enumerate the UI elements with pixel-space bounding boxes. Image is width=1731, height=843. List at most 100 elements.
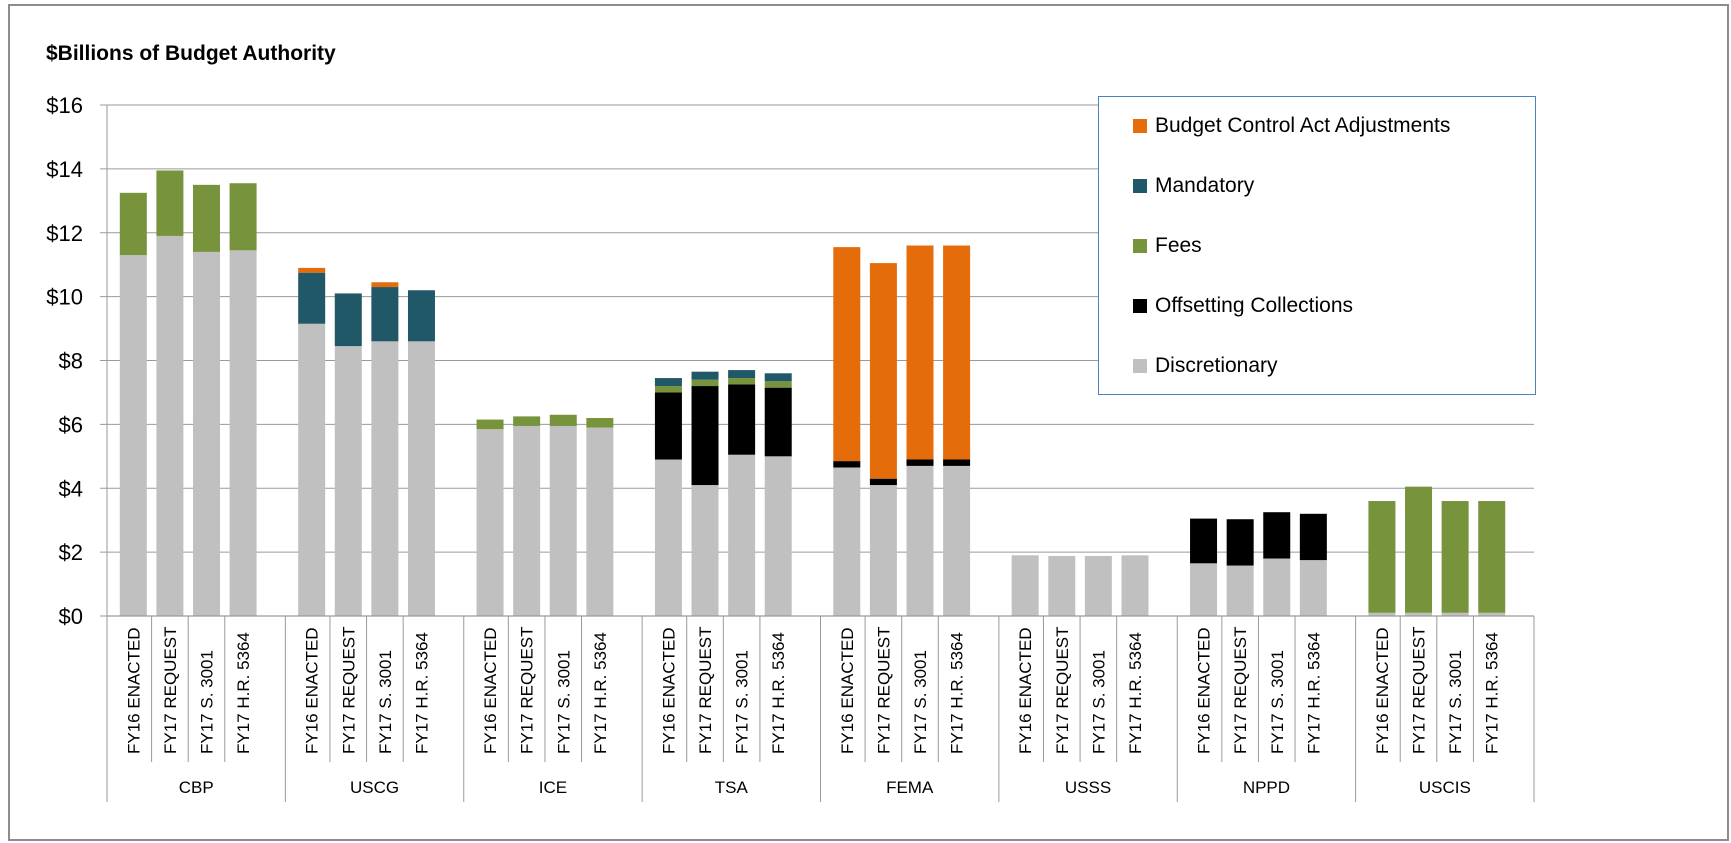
bar-segment-discretionary — [764, 456, 792, 616]
bar-segment-budget-control-act-adjustments — [943, 245, 971, 460]
legend-item: Fees — [1133, 231, 1202, 261]
bar-segment-fees — [1368, 501, 1396, 613]
x-tick-label: FY16 ENACTED — [1016, 627, 1035, 754]
bar-segment-discretionary — [1441, 612, 1469, 616]
x-tick-label: FY17 REQUEST — [1231, 626, 1250, 754]
bar-segment-discretionary — [654, 459, 682, 616]
x-tick-label: FY17 REQUEST — [161, 626, 180, 754]
x-tick-label: FY17 REQUEST — [1053, 626, 1072, 754]
bar-segment-mandatory — [334, 293, 362, 347]
bar-segment-offsetting-collections — [943, 459, 971, 466]
group-label: CBP — [179, 778, 214, 797]
bar-segment-discretionary — [298, 323, 326, 616]
bar-segment-mandatory — [371, 287, 399, 342]
bar-segment-discretionary — [943, 465, 971, 616]
group-label: USCG — [350, 778, 399, 797]
bar-segment-discretionary — [156, 235, 184, 616]
bar-segment-discretionary — [193, 251, 220, 616]
legend-swatch — [1133, 179, 1147, 193]
bar-segment-offsetting-collections — [906, 459, 934, 466]
y-tick-label: $0 — [59, 604, 83, 629]
x-tick-label: FY17 H.R. 5364 — [591, 632, 610, 754]
x-tick-label: FY17 S. 3001 — [1089, 650, 1108, 754]
x-tick-label: FY16 ENACTED — [481, 627, 500, 754]
bar-segment-offsetting-collections — [764, 387, 792, 457]
x-tick-label: FY17 REQUEST — [1410, 626, 1429, 754]
x-tick-label: FY16 ENACTED — [1195, 627, 1214, 754]
bar-segment-offsetting-collections — [1299, 513, 1327, 561]
bar-segment-discretionary — [1226, 565, 1254, 616]
group-label: TSA — [715, 778, 749, 797]
bar-segment-discretionary — [728, 454, 756, 616]
bar-segment-fees — [691, 379, 719, 387]
x-tick-label: FY17 S. 3001 — [911, 650, 930, 754]
bar-segment-discretionary — [1368, 612, 1396, 616]
bar-segment-fees — [1405, 486, 1433, 613]
bar-segment-budget-control-act-adjustments — [371, 282, 399, 288]
bar-segment-discretionary — [586, 427, 614, 616]
x-tick-label: FY17 H.R. 5364 — [769, 632, 788, 754]
x-tick-label: FY17 S. 3001 — [1268, 650, 1287, 754]
bar-segment-fees — [193, 184, 220, 252]
y-tick-label: $2 — [59, 540, 83, 565]
legend-item: Discretionary — [1133, 351, 1278, 381]
bar-segment-fees — [549, 414, 577, 426]
x-tick-label: FY16 ENACTED — [838, 627, 857, 754]
x-tick-label: FY17 S. 3001 — [554, 650, 573, 754]
bar-segment-fees — [156, 170, 184, 236]
x-tick-label: FY17 S. 3001 — [1446, 650, 1465, 754]
bar-segment-discretionary — [549, 425, 577, 616]
group-label: FEMA — [886, 778, 934, 797]
bar-segment-fees — [1478, 501, 1506, 613]
y-axis-ticks: $0 $2 $4 $6 $8 $10 $12 $14 $16 — [46, 93, 83, 629]
x-tick-label: FY17 H.R. 5364 — [1304, 632, 1323, 754]
bar-segment-mandatory — [407, 290, 435, 342]
legend-swatch — [1133, 239, 1147, 253]
group-label: USSS — [1065, 778, 1111, 797]
bar-segment-fees — [513, 416, 541, 426]
bar-segment-discretionary — [1263, 558, 1291, 616]
legend-swatch — [1133, 119, 1147, 133]
bar-segment-mandatory — [654, 378, 682, 387]
bar-segment-mandatory — [691, 371, 719, 380]
y-tick-label: $4 — [59, 476, 83, 501]
x-tick-label: FY17 H.R. 5364 — [1126, 632, 1145, 754]
bar-segment-offsetting-collections — [691, 386, 719, 486]
bar-segment-fees — [229, 183, 257, 251]
x-tick-label: FY17 REQUEST — [518, 626, 537, 754]
bar-segment-discretionary — [906, 465, 934, 616]
bar-segment-mandatory — [728, 370, 756, 379]
bar-segment-discretionary — [1405, 612, 1433, 616]
bar-segment-discretionary — [229, 250, 257, 617]
legend-label: Offsetting Collections — [1155, 294, 1354, 317]
bar-segment-fees — [1441, 501, 1469, 613]
group-label: USCIS — [1419, 778, 1471, 797]
bar-segment-budget-control-act-adjustments — [833, 247, 861, 462]
x-tick-label: FY17 REQUEST — [339, 626, 358, 754]
legend-label: Fees — [1155, 234, 1202, 257]
legend-item: Budget Control Act Adjustments — [1133, 111, 1450, 141]
x-tick-label: FY17 H.R. 5364 — [234, 632, 253, 754]
bar-segment-fees — [764, 381, 792, 388]
bar-segment-discretionary — [476, 429, 504, 616]
y-tick-label: $14 — [46, 157, 83, 182]
bar-segment-budget-control-act-adjustments — [869, 263, 897, 479]
x-tick-label: FY16 ENACTED — [1373, 627, 1392, 754]
bar-segment-fees — [476, 419, 504, 430]
bar-segment-discretionary — [833, 467, 861, 616]
bar-segment-budget-control-act-adjustments — [298, 267, 326, 273]
x-tick-label: FY17 H.R. 5364 — [948, 632, 967, 754]
bar-segment-fees — [728, 378, 756, 385]
x-tick-label: FY16 ENACTED — [124, 627, 143, 754]
bar-segment-discretionary — [869, 485, 897, 616]
legend-item: Mandatory — [1133, 171, 1254, 201]
bar-segment-mandatory — [298, 272, 326, 324]
x-tick-label: FY16 ENACTED — [659, 627, 678, 754]
bar-segment-budget-control-act-adjustments — [906, 245, 934, 460]
bar-segment-mandatory — [764, 373, 792, 382]
bar-segment-discretionary — [1121, 555, 1149, 616]
x-axis-ticks: FY16 ENACTED FY17 REQUEST FY17 S. 3001 FY17… — [124, 626, 1501, 797]
bar-segment-discretionary — [1299, 560, 1327, 616]
group-label: NPPD — [1243, 778, 1290, 797]
